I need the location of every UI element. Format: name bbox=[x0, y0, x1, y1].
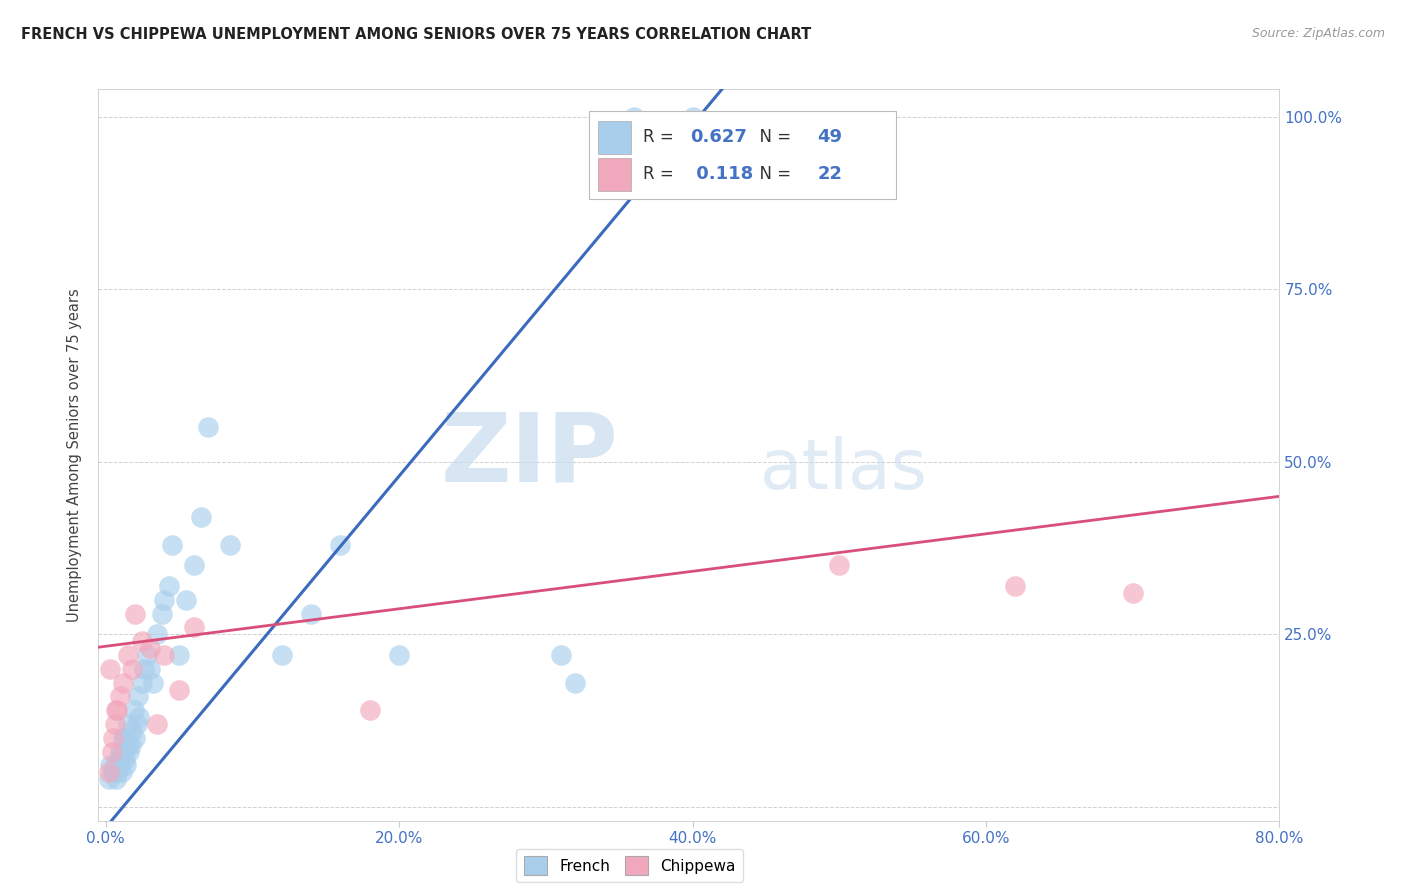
Point bbox=[117, 717, 139, 731]
Point bbox=[105, 772, 128, 787]
Text: R =: R = bbox=[643, 165, 679, 184]
Point bbox=[359, 703, 381, 717]
Point bbox=[1122, 586, 1144, 600]
FancyBboxPatch shape bbox=[598, 158, 631, 191]
Point bbox=[98, 662, 121, 676]
Point bbox=[139, 641, 162, 656]
Point bbox=[150, 607, 173, 621]
Point bbox=[197, 420, 219, 434]
Point bbox=[107, 765, 129, 780]
Point bbox=[176, 592, 198, 607]
Point bbox=[127, 690, 149, 704]
Point bbox=[146, 627, 169, 641]
Point bbox=[114, 731, 136, 745]
Text: ZIP: ZIP bbox=[440, 409, 619, 501]
Point bbox=[142, 675, 165, 690]
Point bbox=[270, 648, 292, 662]
Point bbox=[101, 765, 124, 780]
Text: 0.627: 0.627 bbox=[690, 128, 747, 146]
Point bbox=[167, 682, 190, 697]
Point bbox=[120, 738, 142, 752]
Text: FRENCH VS CHIPPEWA UNEMPLOYMENT AMONG SENIORS OVER 75 YEARS CORRELATION CHART: FRENCH VS CHIPPEWA UNEMPLOYMENT AMONG SE… bbox=[21, 27, 811, 42]
Point bbox=[122, 703, 145, 717]
Point bbox=[828, 558, 851, 573]
Point bbox=[388, 648, 411, 662]
Text: R =: R = bbox=[643, 128, 679, 146]
Point bbox=[110, 758, 132, 772]
Text: N =: N = bbox=[749, 128, 797, 146]
Point bbox=[121, 662, 143, 676]
Point bbox=[98, 758, 121, 772]
Point bbox=[329, 538, 352, 552]
Point bbox=[153, 592, 176, 607]
Text: 49: 49 bbox=[818, 128, 842, 146]
Point bbox=[105, 703, 128, 717]
Point bbox=[131, 634, 153, 648]
Point bbox=[121, 723, 143, 738]
Point bbox=[117, 648, 139, 662]
Legend: French, Chippewa: French, Chippewa bbox=[516, 848, 744, 882]
Point bbox=[299, 607, 322, 621]
Point bbox=[131, 675, 153, 690]
Point bbox=[550, 648, 572, 662]
Point bbox=[219, 538, 242, 552]
Point bbox=[111, 765, 134, 780]
Point bbox=[125, 717, 148, 731]
Point bbox=[128, 710, 150, 724]
Point bbox=[132, 662, 155, 676]
Point bbox=[146, 717, 169, 731]
Point bbox=[167, 648, 190, 662]
Point bbox=[108, 751, 131, 765]
Point bbox=[160, 538, 183, 552]
Point bbox=[139, 662, 162, 676]
Point bbox=[682, 110, 704, 124]
Point bbox=[124, 607, 146, 621]
Point bbox=[110, 745, 132, 759]
Point bbox=[112, 675, 135, 690]
Text: 22: 22 bbox=[818, 165, 842, 184]
Point bbox=[97, 772, 120, 787]
Point bbox=[107, 703, 129, 717]
Point bbox=[115, 758, 138, 772]
Text: atlas: atlas bbox=[759, 436, 928, 503]
Point bbox=[114, 751, 136, 765]
Point bbox=[110, 690, 132, 704]
Point bbox=[100, 745, 122, 759]
Point bbox=[135, 648, 157, 662]
Point bbox=[97, 765, 120, 780]
Point bbox=[103, 758, 125, 772]
Text: 0.118: 0.118 bbox=[690, 165, 754, 184]
Text: Source: ZipAtlas.com: Source: ZipAtlas.com bbox=[1251, 27, 1385, 40]
Point bbox=[564, 675, 586, 690]
Point bbox=[112, 731, 135, 745]
Point bbox=[103, 717, 125, 731]
FancyBboxPatch shape bbox=[589, 112, 896, 199]
Y-axis label: Unemployment Among Seniors over 75 years: Unemployment Among Seniors over 75 years bbox=[67, 288, 83, 622]
Text: N =: N = bbox=[749, 165, 797, 184]
Point bbox=[101, 731, 124, 745]
Point bbox=[153, 648, 176, 662]
Point bbox=[118, 745, 141, 759]
Point bbox=[1004, 579, 1026, 593]
Point bbox=[124, 731, 146, 745]
FancyBboxPatch shape bbox=[598, 121, 631, 154]
Point bbox=[183, 620, 205, 634]
Point bbox=[183, 558, 205, 573]
Point bbox=[623, 110, 645, 124]
Point bbox=[117, 738, 139, 752]
Point bbox=[112, 745, 135, 759]
Point bbox=[157, 579, 180, 593]
Point bbox=[190, 510, 212, 524]
